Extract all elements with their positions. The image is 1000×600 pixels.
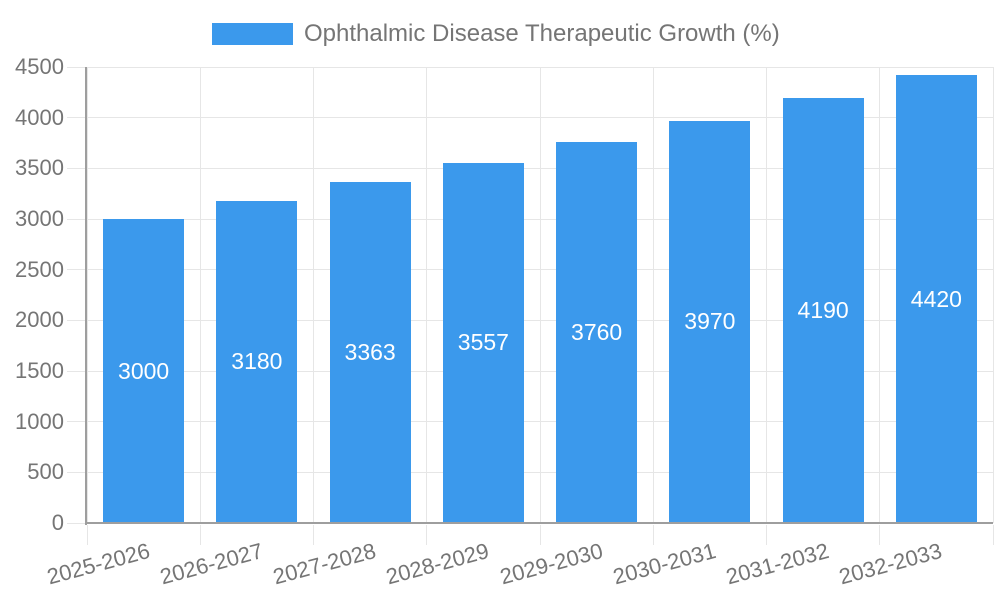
y-gridline	[67, 471, 993, 473]
y-gridline	[67, 167, 993, 169]
y-gridline	[67, 319, 993, 321]
x-gridline	[766, 67, 767, 523]
x-gridline	[539, 67, 541, 523]
bar-2026-2027[interactable]: 3180	[216, 200, 298, 523]
legend-label: Ophthalmic Disease Therapeutic Growth (%…	[304, 20, 780, 47]
x-axis-line	[85, 522, 993, 524]
bar-value-label: 3363	[344, 339, 396, 366]
y-gridline	[67, 370, 993, 372]
x-axis-tick	[313, 525, 314, 545]
x-axis-tick	[539, 525, 541, 545]
x-gridline	[199, 67, 201, 523]
bar-2027-2028[interactable]: 3363	[329, 182, 411, 523]
y-gridline	[67, 218, 993, 220]
bar-value-label: 3180	[231, 348, 283, 375]
bar-value-label: 3970	[684, 308, 736, 335]
y-axis-tick-label: 0	[51, 510, 64, 535]
bar-value-label: 3760	[571, 318, 623, 345]
x-axis-tick	[652, 525, 654, 545]
x-axis-tick	[879, 525, 881, 545]
y-axis-tick-label: 3500	[15, 155, 64, 181]
bar-value-label: 3000	[118, 357, 170, 384]
y-axis-tick-label: 4000	[15, 104, 64, 130]
x-axis-tick	[86, 525, 88, 545]
y-gridline	[67, 269, 993, 271]
y-axis-tick-label: 2500	[15, 256, 64, 282]
bar-value-label: 4190	[797, 297, 849, 324]
x-gridline	[313, 67, 314, 523]
bar-2028-2029[interactable]: 3557	[442, 162, 524, 523]
x-gridline	[426, 67, 428, 523]
x-gridline	[992, 67, 994, 523]
y-axis-tick-label: 4500	[15, 54, 64, 79]
y-gridline	[67, 66, 993, 68]
y-axis-line	[85, 67, 87, 525]
x-axis-tick	[426, 525, 428, 545]
chart-legend: Ophthalmic Disease Therapeutic Growth (%…	[212, 20, 780, 48]
y-axis-tick-label: 500	[27, 459, 64, 485]
bar-value-label: 3557	[457, 329, 509, 356]
x-axis-tick	[199, 525, 201, 545]
y-axis-tick-label: 1500	[15, 358, 64, 383]
bar-2030-2031[interactable]: 3970	[669, 120, 751, 523]
x-axis-tick	[766, 525, 767, 545]
y-gridline	[67, 421, 993, 423]
y-axis-tick-label: 1000	[15, 408, 64, 434]
bar-2025-2026[interactable]: 3000	[103, 219, 185, 523]
y-axis-tick-label: 2000	[15, 307, 64, 333]
bar-2029-2030[interactable]: 3760	[556, 141, 638, 523]
x-axis-tick	[992, 525, 994, 545]
y-gridline	[67, 117, 993, 119]
x-gridline	[86, 67, 88, 523]
y-axis-tick-label: 3000	[15, 206, 64, 231]
x-gridline	[879, 67, 881, 523]
legend-swatch	[212, 23, 293, 45]
x-gridline	[652, 67, 654, 523]
bar-2031-2032[interactable]: 4190	[782, 98, 864, 523]
bar-value-label: 4420	[910, 285, 962, 312]
bar-2032-2033[interactable]: 4420	[895, 75, 977, 523]
